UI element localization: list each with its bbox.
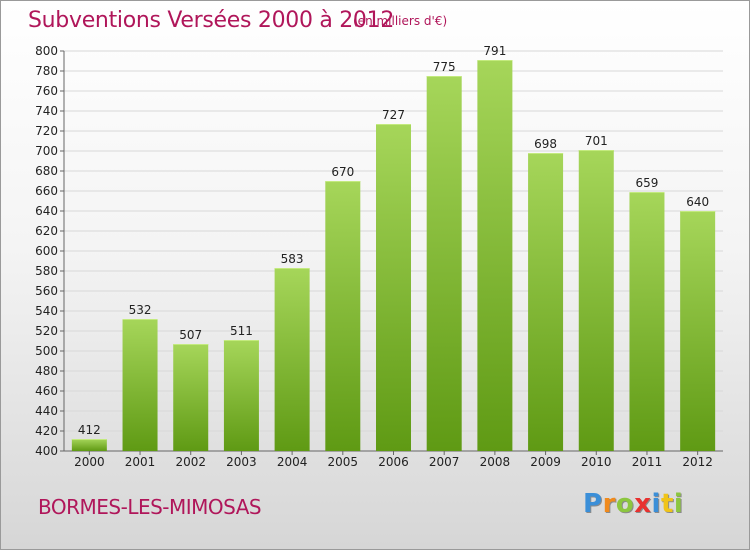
data-label: 775	[433, 60, 456, 74]
y-tick-label: 520	[35, 324, 58, 338]
bars	[71, 60, 716, 451]
y-tick-label: 440	[35, 404, 58, 418]
bar	[122, 319, 158, 451]
bar	[71, 439, 107, 451]
x-tick-label: 2001	[125, 455, 156, 469]
x-tick-label: 2011	[632, 455, 663, 469]
logo-letter: P	[583, 489, 603, 519]
y-tick-label: 600	[35, 244, 58, 258]
y-tick-label: 760	[35, 84, 58, 98]
bar	[376, 124, 411, 451]
bar	[223, 340, 259, 451]
y-tick-label: 580	[35, 264, 58, 278]
data-label: 701	[585, 134, 608, 148]
proxiti-logo: Proxiti	[583, 489, 683, 519]
bar	[528, 153, 564, 451]
x-tick-label: 2012	[682, 455, 713, 469]
x-tick-label: 2003	[226, 455, 257, 469]
x-tick-label: 2007	[429, 455, 460, 469]
data-label: 727	[382, 108, 405, 122]
bar	[578, 150, 614, 451]
y-tick-label: 640	[35, 204, 58, 218]
x-tick-label: 2002	[175, 455, 206, 469]
bar	[173, 344, 209, 451]
y-tick-label: 660	[35, 184, 58, 198]
y-tick-label: 420	[35, 424, 58, 438]
x-tick-label: 2004	[277, 455, 308, 469]
y-tick-label: 560	[35, 284, 58, 298]
data-label: 532	[129, 303, 152, 317]
y-tick-label: 720	[35, 124, 58, 138]
data-label: 583	[281, 252, 304, 266]
bar	[680, 211, 716, 451]
logo-letter: i	[673, 489, 684, 519]
data-label: 507	[179, 328, 202, 342]
data-label: 412	[78, 423, 101, 437]
chart-title: Subventions Versées 2000 à 2012	[28, 8, 395, 33]
logo-letter: r	[602, 489, 616, 519]
y-tick-label: 620	[35, 224, 58, 238]
y-tick-label: 740	[35, 104, 58, 118]
unit-note: (en milliers d'€)	[353, 14, 448, 28]
data-label: 698	[534, 137, 557, 151]
data-labels: 412 532 507 511 583 670 727 775 791 698 701 659 640	[78, 44, 709, 437]
commune-name: BORMES-LES-MIMOSAS	[38, 495, 262, 519]
bar	[426, 76, 462, 451]
logo-letter: t	[660, 489, 674, 519]
y-tick-label: 480	[35, 364, 58, 378]
x-tick-label: 2005	[328, 455, 359, 469]
bar	[274, 268, 310, 451]
data-label: 791	[483, 44, 506, 58]
logo-letter: i	[651, 489, 661, 519]
x-tick-label: 2008	[480, 455, 511, 469]
logo-letter: o	[615, 489, 635, 519]
y-tick-label: 400	[35, 444, 58, 458]
data-label: 670	[331, 165, 354, 179]
x-tick-label: 2009	[530, 455, 561, 469]
bar	[629, 192, 665, 451]
x-tick-label: 2000	[74, 455, 105, 469]
y-tick-label: 460	[35, 384, 58, 398]
x-tick-label: 2006	[378, 455, 409, 469]
y-tick-label: 800	[35, 44, 58, 58]
y-tick-label: 500	[35, 344, 58, 358]
data-label: 511	[230, 324, 253, 338]
bar	[325, 181, 361, 451]
x-tick-label: 2010	[581, 455, 612, 469]
logo-letter: x	[634, 489, 652, 519]
y-tick-label: 680	[35, 164, 58, 178]
data-label: 659	[636, 176, 659, 190]
data-label: 640	[686, 195, 709, 209]
y-tick-label: 540	[35, 304, 58, 318]
y-tick-label: 700	[35, 144, 58, 158]
bar	[477, 60, 513, 451]
y-tick-label: 780	[35, 64, 58, 78]
